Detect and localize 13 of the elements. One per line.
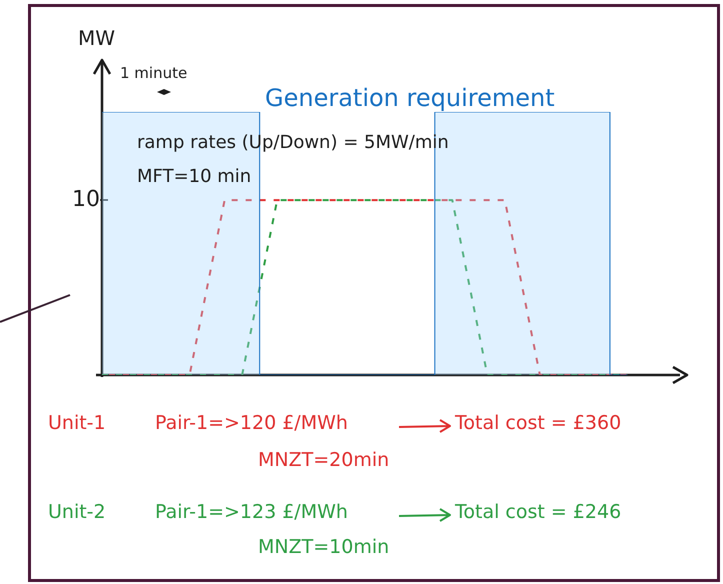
text: Unit-2: [48, 501, 106, 523]
series-label: Generation requirement: [265, 84, 555, 112]
text: Total cost = £360: [455, 412, 622, 434]
text: MNZT=20min: [258, 449, 390, 471]
annotation: MFT=10 min: [137, 166, 252, 187]
text: Total cost = £246: [455, 501, 622, 523]
text: Pair-1=>123 £/MWh: [155, 501, 348, 523]
series-label: Unit-1: [48, 412, 106, 434]
y-axis-title: MW: [78, 26, 116, 50]
text: Pair-1=>120 £/MWh: [155, 412, 348, 434]
text: MNZT=10min: [258, 536, 390, 558]
annotation: 10: [72, 187, 100, 212]
text: 1 minute: [120, 64, 188, 82]
